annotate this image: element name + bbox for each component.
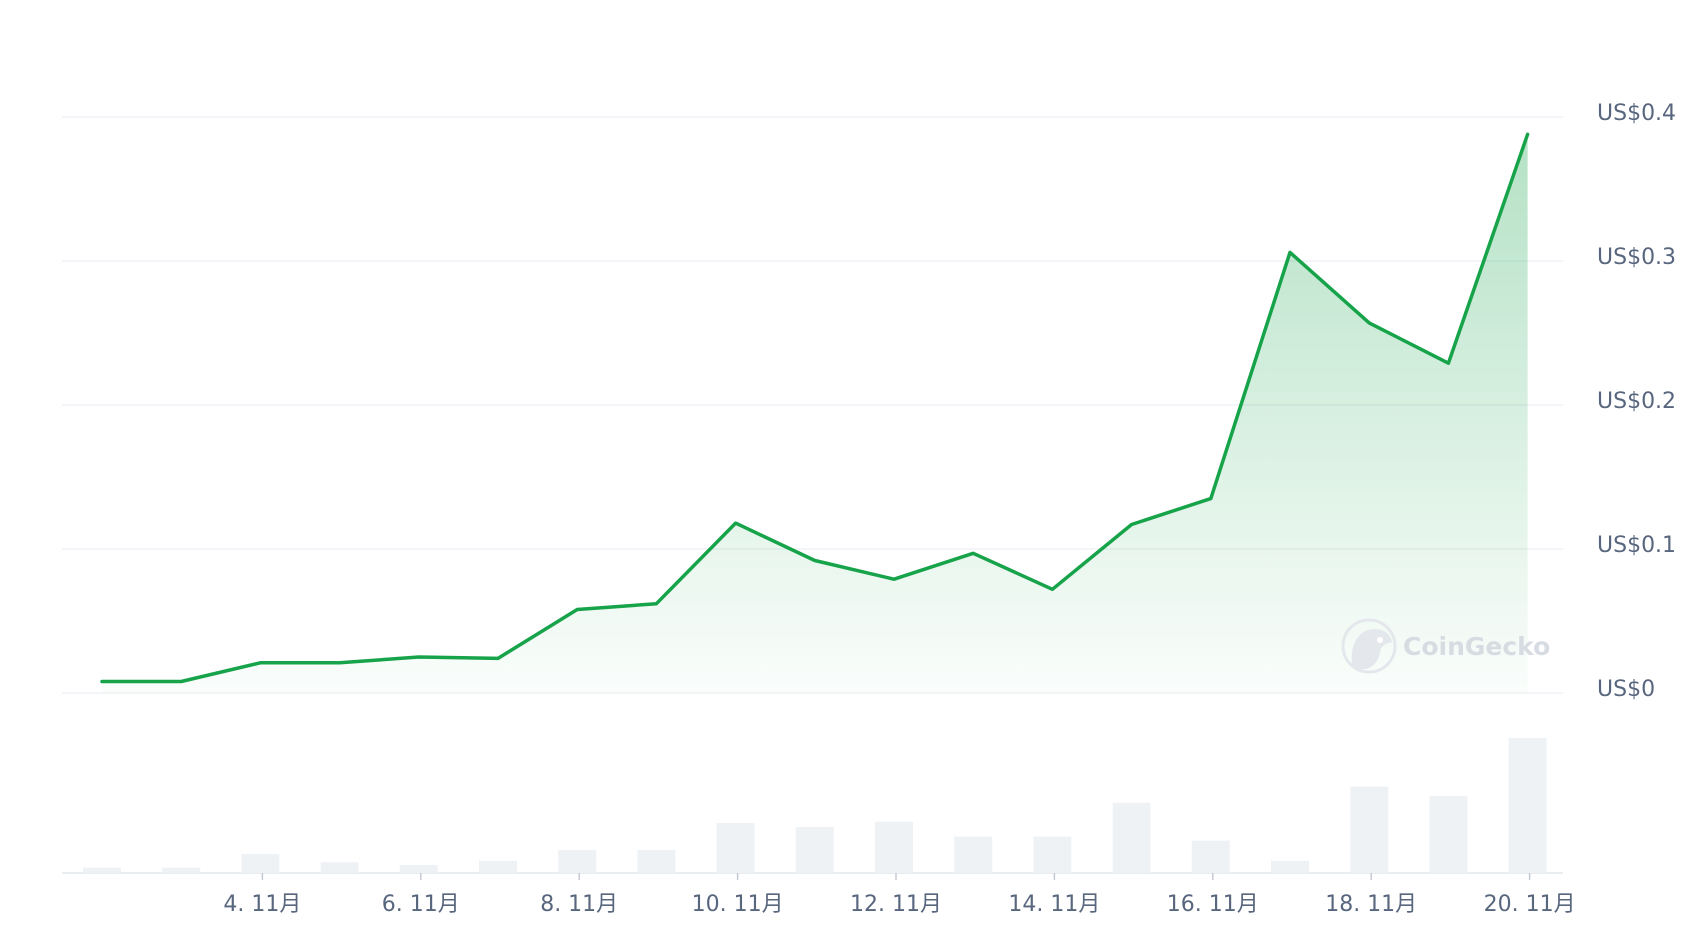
x-tick-label: 14. 11月 (1008, 892, 1100, 917)
price-area (102, 134, 1528, 694)
price-line (100, 132, 1530, 684)
volume-bar (954, 836, 993, 873)
volume-bar (1429, 796, 1468, 873)
x-tick-label: 8. 11月 (540, 892, 618, 917)
price-area-fill (102, 134, 1528, 694)
volume-bar (479, 860, 517, 873)
volume-bar (162, 867, 201, 873)
volume-bar (875, 821, 913, 873)
volume-bar (1033, 836, 1072, 873)
x-tick-label: 12. 11月 (850, 892, 942, 917)
y-tick-label: US$0.3 (1597, 245, 1676, 270)
volume-bar (637, 850, 676, 873)
volume-bar (1191, 840, 1230, 873)
volume-bar (1112, 802, 1151, 873)
volume-bar (1508, 738, 1547, 873)
volume-bar (716, 823, 755, 873)
volume-bar (558, 850, 597, 873)
volume-bars (83, 738, 1547, 873)
x-tick-label: 10. 11月 (692, 892, 784, 917)
y-tick-label: US$0 (1597, 677, 1655, 702)
volume-bar (795, 827, 834, 873)
x-tick-label: 4. 11月 (223, 892, 301, 917)
watermark-text: CoinGecko (1403, 632, 1550, 661)
x-tick-label: 16. 11月 (1167, 892, 1259, 917)
x-tick-label: 20. 11月 (1484, 892, 1576, 917)
coingecko-watermark: CoinGecko (1341, 618, 1550, 674)
x-axis-ticks: 4. 11月 6. 11月 8. 11月 10. 11月 12. 11月 14. 11月 1… (223, 873, 1576, 917)
y-tick-label: US$0.2 (1597, 389, 1676, 414)
volume-bar (1350, 786, 1389, 873)
x-tick-label: 6. 11月 (382, 892, 460, 917)
y-axis-ticks: US$0 US$0.1 US$0.2 US$0.3 US$0.4 (1597, 101, 1676, 702)
volume-bar (1271, 860, 1309, 873)
volume-bar (241, 854, 280, 873)
gecko-logo-icon (1341, 618, 1397, 674)
x-tick-label: 18. 11月 (1325, 892, 1417, 917)
y-tick-label: US$0.1 (1597, 533, 1676, 558)
volume-bar (83, 867, 121, 873)
volume-bar (320, 862, 359, 873)
price-line-path (100, 132, 1530, 684)
y-tick-label: US$0.4 (1597, 101, 1676, 126)
volume-bar (399, 864, 438, 873)
